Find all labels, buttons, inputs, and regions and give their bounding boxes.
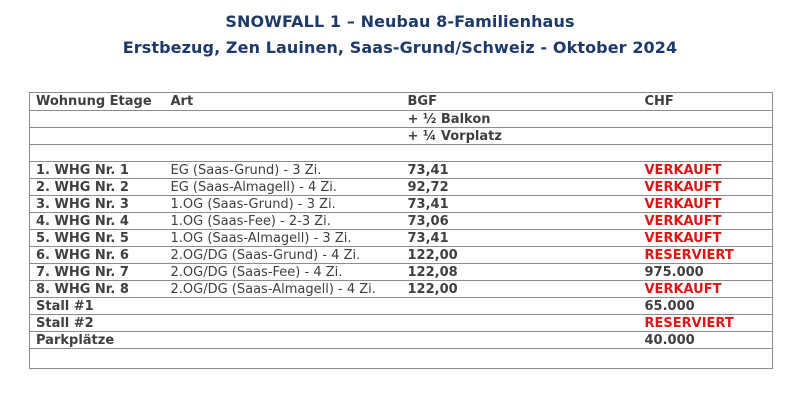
empty-cell xyxy=(643,145,773,162)
art-cell: 2.OG/DG (Saas-Almagell) - 4 Zi. xyxy=(170,281,376,297)
table-row: 5. WHG Nr. 5 1.OG (Saas-Almagell) - 3 Zi… xyxy=(29,230,773,247)
chf-cell: VERKAUFT xyxy=(644,179,722,195)
art-cell: 1.OG (Saas-Grund) - 3 Zi. xyxy=(170,196,336,212)
title-line-1: SNOWFALL 1 – Neubau 8-Familienhaus xyxy=(225,12,575,31)
art-cell xyxy=(169,298,406,315)
empty-cell xyxy=(406,145,643,162)
title-line-2: Erstbezug, Zen Lauinen, Saas-Grund/Schwe… xyxy=(122,38,678,57)
empty-cell xyxy=(30,128,169,145)
wohnung-cell: 5. WHG Nr. 5 xyxy=(36,230,129,246)
empty-cell xyxy=(643,111,773,128)
table-row: 1. WHG Nr. 1 EG (Saas-Grund) - 3 Zi. 73,… xyxy=(29,162,773,179)
art-cell xyxy=(169,332,406,349)
bgf-cell: 122,00 xyxy=(407,247,458,263)
bgf-cell: 92,72 xyxy=(407,179,449,195)
empty-cell xyxy=(643,128,773,145)
bgf-cell xyxy=(406,332,643,349)
col-header-chf: CHF xyxy=(644,94,674,109)
bgf-cell: 122,00 xyxy=(407,281,458,297)
chf-cell: RESERVIERT xyxy=(644,315,734,331)
wohnung-cell: Parkplätze xyxy=(36,332,115,348)
table-row: Stall #1 65.000 xyxy=(29,298,773,315)
wohnung-cell: 4. WHG Nr. 4 xyxy=(36,213,129,229)
wohnung-cell: Stall #2 xyxy=(36,315,94,331)
table-row: 3. WHG Nr. 3 1.OG (Saas-Grund) - 3 Zi. 7… xyxy=(29,196,773,213)
apartment-price-table: Wohnung Etage Art BGF CHF + ½ Balkon + ¼… xyxy=(29,92,773,369)
chf-cell: RESERVIERT xyxy=(644,247,734,263)
chf-cell: VERKAUFT xyxy=(644,213,722,229)
wohnung-cell: 2. WHG Nr. 2 xyxy=(36,179,129,195)
bgf-cell: 122,08 xyxy=(407,264,458,280)
wohnung-cell: 6. WHG Nr. 6 xyxy=(36,247,129,263)
table-row: 7. WHG Nr. 7 2.OG/DG (Saas-Fee) - 4 Zi. … xyxy=(29,264,773,281)
table-row: 2. WHG Nr. 2 EG (Saas-Almagell) - 4 Zi. … xyxy=(29,179,773,196)
wohnung-cell: 3. WHG Nr. 3 xyxy=(36,196,129,212)
col-header-bgf: BGF xyxy=(407,94,437,109)
table-row: Parkplätze 40.000 xyxy=(29,332,773,349)
art-cell: 2.OG/DG (Saas-Fee) - 4 Zi. xyxy=(170,264,343,280)
table-row: 8. WHG Nr. 8 2.OG/DG (Saas-Almagell) - 4… xyxy=(29,281,773,298)
empty-cell xyxy=(406,349,643,369)
chf-cell: 40.000 xyxy=(644,332,695,348)
empty-cell xyxy=(30,145,169,162)
bgf-cell: 73,41 xyxy=(407,196,449,212)
wohnung-cell: 7. WHG Nr. 7 xyxy=(36,264,129,280)
chf-cell: VERKAUFT xyxy=(644,230,722,246)
wohnung-cell: 1. WHG Nr. 1 xyxy=(36,162,129,178)
wohnung-cell: 8. WHG Nr. 8 xyxy=(36,281,129,297)
table-header-row: Wohnung Etage Art BGF CHF xyxy=(29,93,773,111)
col-header-art: Art xyxy=(170,94,194,109)
chf-cell: 65.000 xyxy=(644,298,695,314)
empty-cell xyxy=(30,111,169,128)
spacer-row xyxy=(29,145,773,162)
art-cell: EG (Saas-Grund) - 3 Zi. xyxy=(170,162,322,178)
chf-cell: VERKAUFT xyxy=(644,281,722,297)
bgf-note-row: + ½ Balkon xyxy=(29,111,773,128)
empty-cell xyxy=(169,111,406,128)
bgf-cell xyxy=(406,315,643,332)
table-row: 4. WHG Nr. 4 1.OG (Saas-Fee) - 2-3 Zi. 7… xyxy=(29,213,773,230)
art-cell: 1.OG (Saas-Fee) - 2-3 Zi. xyxy=(170,213,331,229)
bgf-cell: 73,41 xyxy=(407,230,449,246)
art-cell: 2.OG/DG (Saas-Grund) - 4 Zi. xyxy=(170,247,361,263)
table-row: Stall #2 RESERVIERT xyxy=(29,315,773,332)
empty-cell xyxy=(169,349,406,369)
spacer-row xyxy=(29,349,773,369)
table-row: 6. WHG Nr. 6 2.OG/DG (Saas-Grund) - 4 Zi… xyxy=(29,247,773,264)
art-cell: EG (Saas-Almagell) - 4 Zi. xyxy=(170,179,338,195)
bgf-cell xyxy=(406,298,643,315)
chf-cell: VERKAUFT xyxy=(644,162,722,178)
chf-cell: 975.000 xyxy=(644,264,704,280)
art-cell xyxy=(169,315,406,332)
empty-cell xyxy=(643,349,773,369)
art-cell: 1.OG (Saas-Almagell) - 3 Zi. xyxy=(170,230,352,246)
empty-cell xyxy=(30,349,169,369)
bgf-cell: 73,41 xyxy=(407,162,449,178)
empty-cell xyxy=(169,145,406,162)
bgf-note: + ½ Balkon xyxy=(407,111,491,127)
document-title: SNOWFALL 1 – Neubau 8-Familienhaus Erstb… xyxy=(0,9,800,61)
bgf-cell: 73,06 xyxy=(407,213,449,229)
bgf-note-row: + ¼ Vorplatz xyxy=(29,128,773,145)
chf-cell: VERKAUFT xyxy=(644,196,722,212)
wohnung-cell: Stall #1 xyxy=(36,298,94,314)
col-header-wohnung-etage: Wohnung Etage xyxy=(36,94,152,109)
empty-cell xyxy=(169,128,406,145)
bgf-note: + ¼ Vorplatz xyxy=(407,128,502,144)
